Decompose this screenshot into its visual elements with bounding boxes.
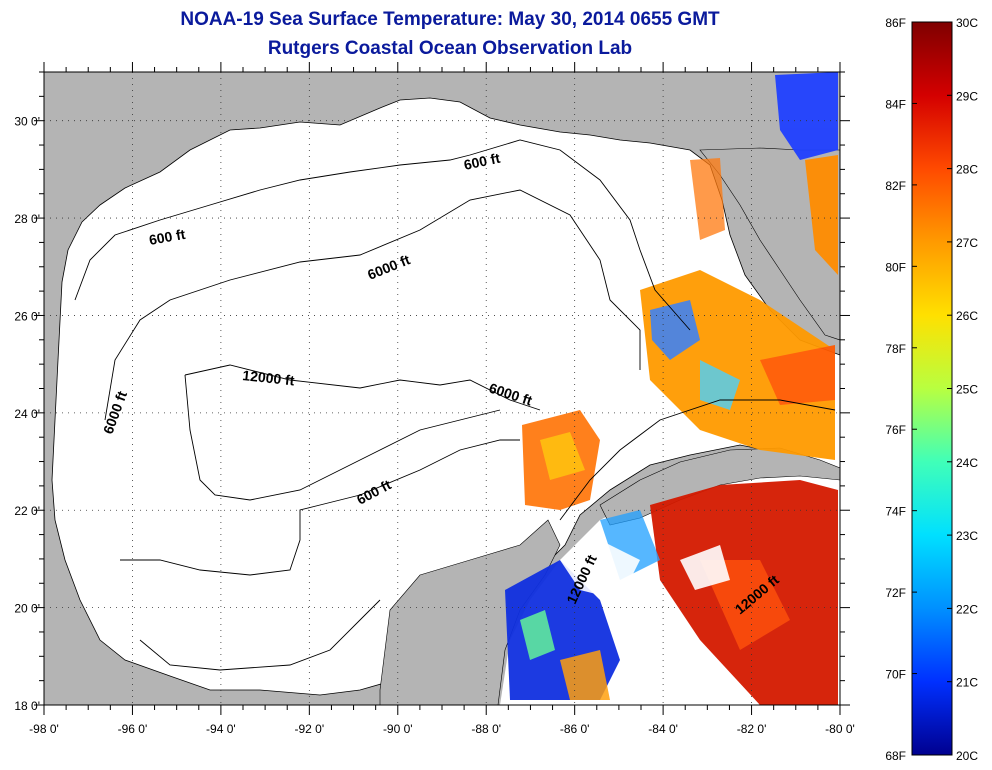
colorbar-fahrenheit-label: 74F [885, 505, 906, 519]
colorbar-fahrenheit-label: 84F [885, 97, 906, 111]
latitude-label: 22 0' [14, 504, 40, 518]
contour-label: 600 ft [462, 150, 501, 173]
map-subtitle: Rutgers Coastal Ocean Observation Lab [267, 38, 633, 59]
map-title: NOAA-19 Sea Surface Temperature: May 30,… [180, 9, 720, 30]
longitude-label: -84 0' [648, 722, 678, 736]
colorbar-fahrenheit-label: 76F [885, 423, 906, 437]
longitude-labels: -98 0' -96 0' -94 0' -92 0' -90 0' -88 0' -86 … [29, 722, 855, 736]
latitude-label: 26 0' [14, 309, 40, 323]
latitude-label: 28 0' [14, 212, 40, 226]
colorbar-celsius-label: 21C [956, 676, 978, 690]
colorbar-fahrenheit-label: 68F [885, 749, 906, 763]
sst-data-swath [505, 72, 838, 705]
bathymetry-contours [74, 139, 836, 671]
longitude-label: -86 0' [560, 722, 590, 736]
colorbar-celsius-label: 30C [956, 16, 978, 30]
longitude-label: -92 0' [295, 722, 325, 736]
contour-label: 600 ft [148, 226, 187, 248]
colorbar-celsius-label: 20C [956, 749, 978, 763]
colorbar-celsius-label: 29C [956, 89, 978, 103]
longitude-label: -88 0' [471, 722, 501, 736]
yucatan-land [379, 519, 561, 705]
colorbar-fahrenheit-labels: 86F 84F 82F 80F 78F 76F 74F 72F 70F 68F [885, 16, 906, 763]
colorbar-celsius-label: 22C [956, 602, 978, 616]
longitude-label: -82 0' [737, 722, 767, 736]
contour-label: 12000 ft [242, 367, 296, 388]
latitude-label: 20 0' [14, 602, 40, 616]
longitude-label: -96 0' [118, 722, 148, 736]
colorbar-fahrenheit-label: 86F [885, 16, 906, 30]
axis-ticks [34, 62, 850, 715]
longitude-label: -90 0' [383, 722, 413, 736]
colorbar-fahrenheit-label: 78F [885, 342, 906, 356]
longitude-label: -98 0' [29, 722, 59, 736]
colorbar [911, 21, 953, 756]
gulf-water [51, 97, 840, 705]
longitude-label: -80 0' [825, 722, 855, 736]
latitude-label: 18 0' [14, 699, 40, 713]
colorbar-celsius-label: 23C [956, 529, 978, 543]
colorbar-fahrenheit-label: 80F [885, 260, 906, 274]
colorbar-celsius-label: 26C [956, 309, 978, 323]
colorbar-celsius-label: 25C [956, 383, 978, 397]
latitude-labels: 18 0' 20 0' 22 0' 24 0' 26 0' 28 0' 30 0' [14, 115, 40, 713]
colorbar-celsius-label: 28C [956, 163, 978, 177]
colorbar-fahrenheit-label: 82F [885, 179, 906, 193]
latitude-label: 24 0' [14, 407, 40, 421]
colorbar-celsius-labels: 30C 29C 28C 27C 26C 25C 24C 23C 22C 21C 20C [956, 16, 978, 763]
graticule-grid [44, 72, 840, 705]
colorbar-celsius-label: 27C [956, 236, 978, 250]
colorbar-ticks [912, 21, 952, 756]
longitude-label: -94 0' [206, 722, 236, 736]
colorbar-fahrenheit-label: 70F [885, 668, 906, 682]
colorbar-fahrenheit-label: 72F [885, 586, 906, 600]
colorbar-celsius-label: 24C [956, 456, 978, 470]
latitude-label: 30 0' [14, 115, 40, 129]
